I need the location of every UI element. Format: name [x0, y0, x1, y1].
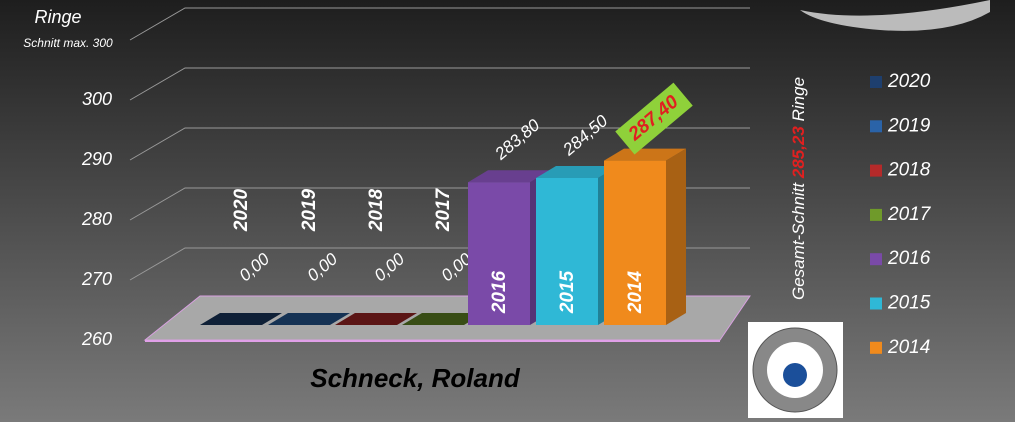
bar: [604, 160, 666, 325]
y-tick-label: 290: [81, 149, 112, 169]
bar-top: [604, 148, 686, 161]
bar: [268, 313, 350, 325]
legend-swatch: [870, 253, 882, 266]
legend-label: 2018: [887, 160, 931, 181]
legend-label: 2015: [887, 293, 931, 314]
category-label: 2017: [433, 187, 454, 232]
photo: [800, 0, 990, 31]
legend-swatch: [870, 120, 882, 133]
category-label: 2016: [489, 270, 510, 314]
category-label: 2014: [625, 270, 646, 314]
bar: [335, 313, 417, 325]
category-label: 2018: [366, 188, 387, 232]
logo-center: [783, 363, 807, 387]
bar-top: [468, 170, 550, 183]
value-label-box: [615, 82, 693, 155]
bar-top: [536, 166, 618, 178]
legend-label: 2020: [887, 71, 931, 92]
legend-label: 2016: [887, 248, 931, 269]
y-tick-label: 270: [81, 269, 112, 289]
category-label: 2020: [231, 188, 252, 232]
annotation: Gesamt-Schnitt 285,23 Ringe: [789, 77, 808, 300]
legend-swatch: [870, 164, 882, 177]
x-label: Schneck, Roland: [310, 363, 521, 393]
category-label: 2019: [299, 188, 320, 232]
subtitle: Schnitt max. 300: [23, 36, 113, 50]
y-tick-label: 300: [82, 89, 112, 109]
bar: [200, 313, 282, 325]
y-tick-label: 280: [81, 209, 112, 229]
legend-swatch: [870, 76, 882, 88]
legend-swatch: [870, 208, 882, 221]
grid-line: [129, 67, 750, 101]
legend-label: 2019: [887, 115, 931, 136]
annotation-unit: Ringe: [789, 77, 808, 121]
legend-swatch: [870, 341, 882, 354]
bar-side: [666, 148, 686, 325]
legend-label: 2017: [887, 204, 932, 225]
bar: [468, 182, 530, 325]
category-label: 2015: [557, 270, 578, 314]
y-tick-label: 260: [81, 329, 112, 349]
title: Ringe: [34, 7, 81, 27]
bar: [536, 178, 598, 325]
legend-label: 2014: [887, 337, 930, 358]
annotation-value: 285,23: [789, 126, 808, 180]
grid-line: [129, 127, 750, 161]
annotation-text: Gesamt-Schnitt: [789, 182, 808, 300]
bar: [402, 313, 484, 325]
legend-swatch: [870, 297, 882, 310]
wall-top: [129, 7, 750, 41]
